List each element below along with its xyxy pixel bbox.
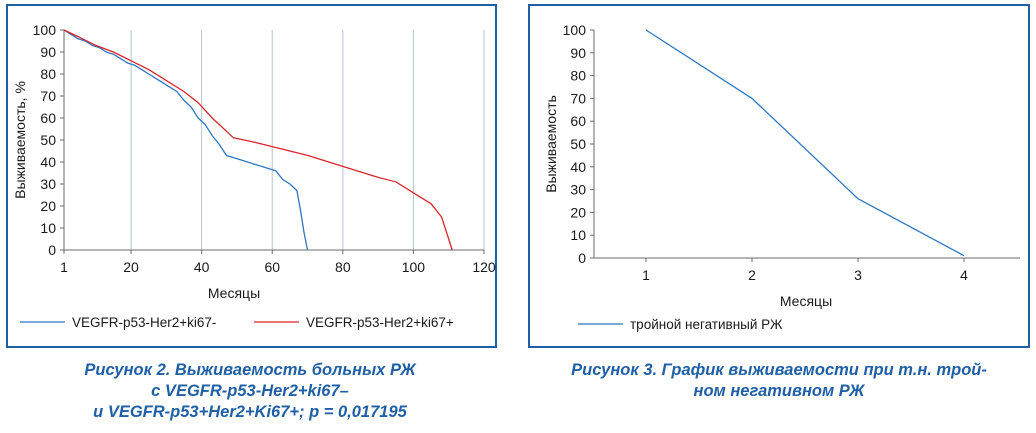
y-tick-label: 40 [40,154,56,170]
series-line-1 [645,29,965,257]
y-tick-label: 0 [578,250,586,266]
caption-line: с VEGFR-p53-Her2+ki67– [151,382,349,400]
figure-3-caption: Рисунок 3. График выживаемости при т.н. … [528,360,1030,402]
caption-line: ном негативном РЖ [693,382,865,400]
y-tick-label: 80 [570,68,586,84]
survival-chart-figure-3: 0 10 20 30 40 50 60 70 80 90 100 1 2 3 4 Месяцы Выживаем… [543,22,1020,332]
y-tick-label: 10 [570,227,586,243]
x-tick-label: 20 [123,259,139,275]
x-tick-label: 1 [60,259,68,275]
chart-panel-figure-3: 0 10 20 30 40 50 60 70 80 90 100 1 2 3 4 Месяцы Выживаем… [528,4,1030,348]
x-tick-label: 40 [194,259,210,275]
y-tick-label: 30 [40,176,56,192]
y-tick-label: 10 [40,220,56,236]
x-tick-label: 80 [335,259,351,275]
y-axis-title: Выживаемость [543,95,559,193]
y-tick-label: 90 [570,45,586,61]
y-tick-label: 100 [563,22,587,38]
y-tick-label: 0 [48,242,56,258]
x-tick-label: 120 [472,259,496,275]
legend-label: VEGFR-p53-Her2+ki67+ [306,315,454,330]
y-tick-label: 90 [40,44,56,60]
x-tick-label: 2 [748,267,756,283]
y-axis-title: Выживаемость, % [12,81,28,199]
y-tick-label: 40 [570,159,586,175]
y-tick-label: 80 [40,66,56,82]
x-axis-title: Месяцы [780,293,832,309]
caption-line: и VEGFR-p53+Her2+Ki67+; p = 0,017195 [93,403,407,421]
y-tick-label: 20 [40,198,56,214]
y-tick-label: 60 [40,110,56,126]
y-tick-label: 50 [570,136,586,152]
series-line-1 [63,29,309,251]
y-tick-label: 50 [40,132,56,148]
x-tick-label: 4 [960,267,968,283]
legend-label: тройной негативный РЖ [630,317,783,332]
y-tick-label: 100 [33,22,57,38]
x-axis-title: Месяцы [208,285,260,301]
figure-2-caption: Рисунок 2. Выживаемость больных РЖ с VEG… [10,360,490,423]
y-tick-label: 70 [570,90,586,106]
caption-line: Рисунок 2. Выживаемость больных РЖ [84,361,416,379]
y-tick-label: 70 [40,88,56,104]
x-tick-label: 1 [642,267,650,283]
chart-panel-figure-2: 0 10 20 30 40 50 60 70 80 90 100 1 20 40 60 80 100 120 Мес… [6,4,497,348]
y-tick-label: 20 [570,204,586,220]
x-tick-label: 100 [402,259,426,275]
x-tick-label: 3 [854,267,862,283]
x-tick-label: 60 [264,259,280,275]
legend-label: VEGFR-p53-Her2+ki67- [72,315,216,330]
y-tick-label: 60 [570,113,586,129]
caption-line: Рисунок 3. График выживаемости при т.н. … [571,361,987,379]
series-line-2 [63,29,453,251]
y-tick-label: 30 [570,182,586,198]
